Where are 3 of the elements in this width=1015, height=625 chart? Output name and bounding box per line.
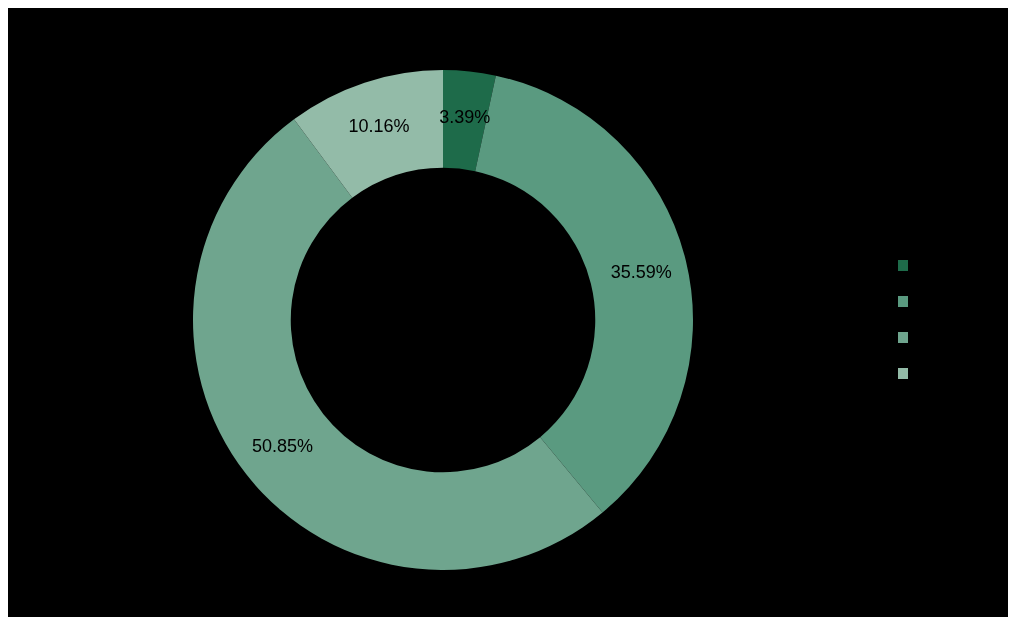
data-label: 35.59%: [610, 261, 672, 282]
data-label: 50.85%: [251, 436, 313, 457]
data-label: 10.16%: [348, 116, 410, 137]
